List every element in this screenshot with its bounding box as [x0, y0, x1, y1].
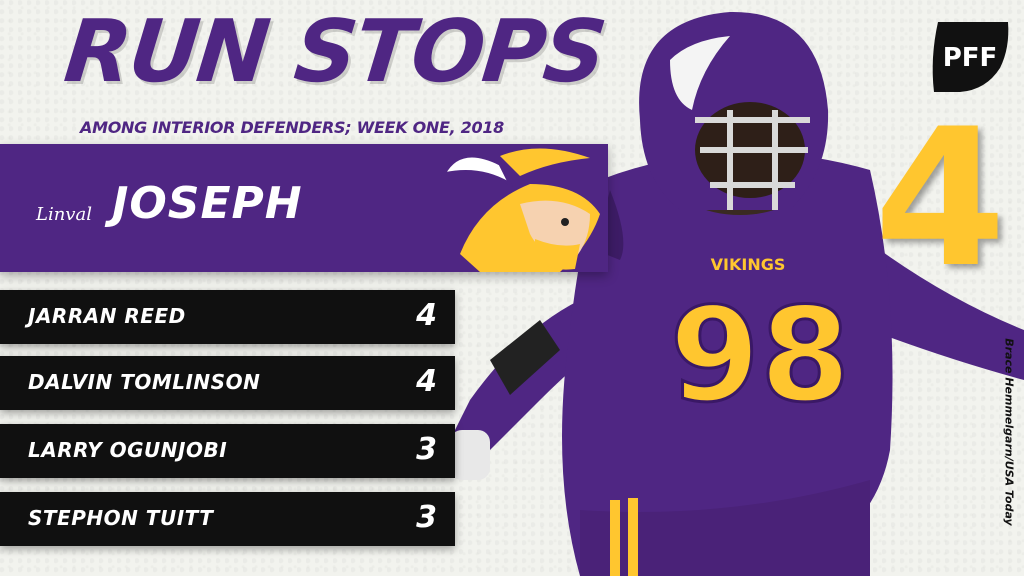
- photo-credit: Brace Hemmelgarn/USA Today: [1002, 338, 1016, 526]
- featured-player-bar: Linval JOSEPH: [0, 144, 608, 272]
- ranking-player-value: 4: [416, 298, 437, 333]
- pff-logo-icon: PFF: [932, 22, 1009, 92]
- ranking-row: LARRY OGUNJOBI 3: [0, 424, 455, 478]
- graphic-title: RUN STOPS: [60, 2, 610, 102]
- ranking-player-value: 3: [416, 432, 437, 467]
- player-photo: VIKINGS 98: [450, 11, 1024, 576]
- jersey-number-text: 98: [670, 279, 851, 431]
- featured-player-first-name: Linval: [36, 204, 92, 225]
- ranking-row: STEPHON TUITT 3: [0, 492, 455, 546]
- vikings-logo-icon: [441, 148, 600, 272]
- graphic-subtitle: AMONG INTERIOR DEFENDERS; WEEK ONE, 2018: [80, 118, 505, 137]
- ranking-player-name: STEPHON TUITT: [28, 506, 214, 530]
- ranking-player-name: DALVIN TOMLINSON: [28, 370, 261, 394]
- ranking-player-value: 3: [416, 500, 437, 535]
- ranking-row: DALVIN TOMLINSON 4: [0, 356, 455, 410]
- ranking-player-name: LARRY OGUNJOBI: [28, 438, 228, 462]
- featured-player-value: 4: [874, 88, 1007, 309]
- featured-player-last-name: JOSEPH: [112, 178, 303, 229]
- ranking-player-value: 4: [416, 364, 437, 399]
- ranking-player-name: JARRAN REED: [28, 304, 186, 328]
- jersey-team-text: VIKINGS: [711, 255, 786, 274]
- pff-logo-text: PFF: [943, 43, 998, 73]
- ranking-row: JARRAN REED 4: [0, 290, 455, 344]
